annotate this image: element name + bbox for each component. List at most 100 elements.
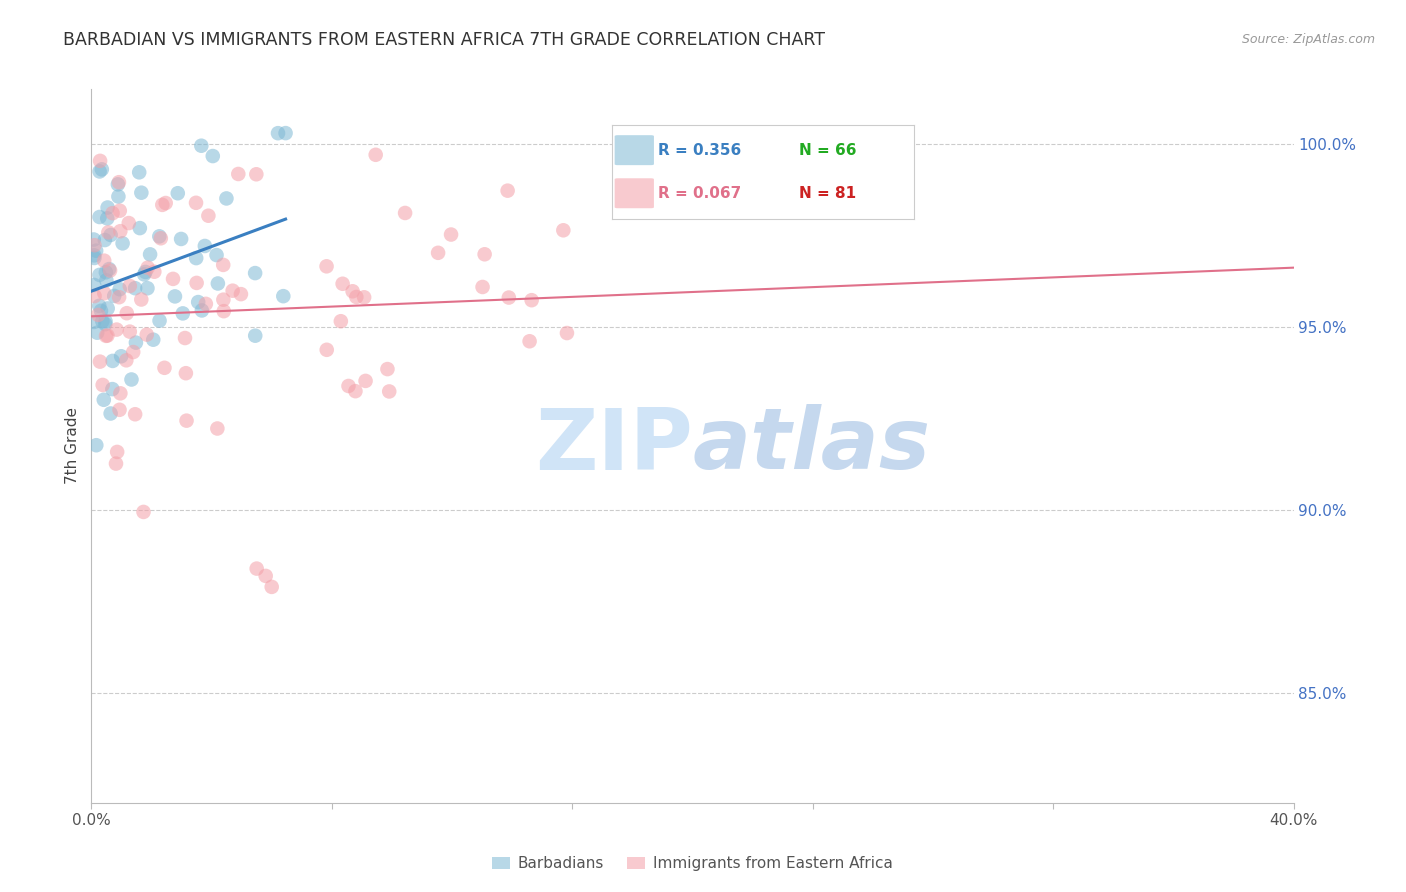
Point: [207, 277, 229, 291]
Point: [101, 206, 124, 220]
Point: [184, 195, 207, 210]
Point: [110, 224, 132, 238]
Point: [94, 233, 117, 247]
Point: [108, 402, 131, 417]
Point: [254, 569, 277, 583]
Point: [471, 280, 494, 294]
Point: [394, 206, 416, 220]
Point: [96, 273, 118, 287]
Point: [96, 211, 118, 226]
Point: [134, 265, 156, 279]
Text: N = 81: N = 81: [799, 186, 856, 201]
Point: [191, 303, 214, 318]
Point: [245, 167, 267, 181]
Point: [89, 153, 111, 168]
Point: [110, 386, 132, 401]
Point: [132, 505, 155, 519]
Point: [364, 148, 387, 162]
Point: [118, 279, 141, 293]
Point: [194, 297, 217, 311]
Point: [96, 328, 118, 343]
Point: [136, 281, 159, 295]
Point: [229, 287, 252, 301]
Point: [212, 293, 235, 307]
Point: [93, 286, 115, 301]
Point: [246, 561, 269, 575]
Point: [153, 360, 176, 375]
Point: [108, 282, 131, 296]
Point: [176, 414, 198, 428]
FancyBboxPatch shape: [614, 178, 654, 208]
Point: [115, 353, 138, 368]
Point: [98, 263, 121, 277]
Point: [105, 445, 128, 459]
Point: [101, 354, 124, 368]
Point: [89, 164, 111, 178]
Point: [245, 328, 267, 343]
Point: [129, 293, 152, 307]
Point: [155, 196, 177, 211]
Text: N = 66: N = 66: [799, 143, 856, 158]
Point: [89, 210, 111, 224]
Point: [260, 580, 283, 594]
Point: [315, 260, 337, 274]
Point: [91, 378, 114, 392]
Point: [83, 251, 105, 265]
Point: [474, 247, 496, 261]
Point: [131, 186, 153, 200]
Point: [94, 317, 117, 331]
Point: [226, 167, 249, 181]
Point: [148, 229, 170, 244]
Point: [111, 236, 134, 251]
Point: [201, 149, 224, 163]
Y-axis label: 7th Grade: 7th Grade: [65, 408, 80, 484]
Point: [378, 384, 401, 399]
Point: [118, 216, 141, 230]
Point: [215, 191, 238, 205]
Point: [186, 251, 208, 265]
Point: [83, 238, 105, 252]
Point: [101, 382, 124, 396]
Text: BARBADIAN VS IMMIGRANTS FROM EASTERN AFRICA 7TH GRADE CORRELATION CHART: BARBADIAN VS IMMIGRANTS FROM EASTERN AFR…: [63, 31, 825, 49]
Point: [86, 326, 108, 340]
Point: [332, 277, 354, 291]
Point: [105, 322, 128, 336]
Point: [110, 349, 132, 363]
Point: [134, 268, 156, 282]
Point: [212, 258, 235, 272]
Point: [118, 325, 141, 339]
Point: [344, 290, 367, 304]
Text: atlas: atlas: [692, 404, 931, 488]
Point: [87, 308, 110, 322]
Point: [148, 313, 170, 327]
Point: [329, 314, 352, 328]
Point: [94, 265, 117, 279]
Point: [315, 343, 337, 357]
Text: ZIP: ZIP: [534, 404, 692, 488]
Point: [143, 265, 166, 279]
Point: [100, 227, 122, 242]
Point: [97, 226, 120, 240]
Point: [498, 291, 520, 305]
Point: [353, 290, 375, 304]
Point: [174, 366, 197, 380]
Point: [172, 306, 194, 320]
Point: [267, 126, 290, 140]
Point: [103, 289, 125, 303]
Point: [89, 268, 111, 282]
Point: [121, 372, 143, 386]
Point: [440, 227, 463, 242]
Point: [124, 281, 146, 295]
Point: [194, 239, 217, 253]
Point: [104, 457, 127, 471]
Point: [108, 175, 131, 189]
Text: R = 0.356: R = 0.356: [658, 143, 742, 158]
Point: [122, 345, 145, 359]
Point: [354, 374, 377, 388]
Point: [90, 162, 112, 177]
Point: [174, 331, 197, 345]
Point: [163, 289, 186, 303]
Point: [97, 301, 120, 316]
Point: [186, 276, 208, 290]
Point: [212, 304, 235, 318]
